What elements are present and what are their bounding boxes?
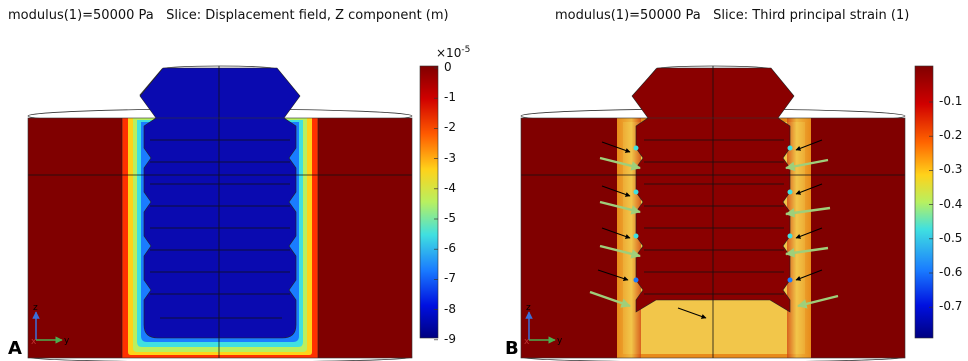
panel-a-letter: A [8,338,22,359]
colorbar-tick-label: -0.7 [939,299,963,314]
axis-b-z-label: z [526,303,531,313]
axis-a-y-label: y [64,336,70,346]
colorbar-tick-label: -6 [444,241,456,256]
strain-hotspots [633,145,793,283]
axis-triad-a: z y x [31,303,70,347]
colorbar-tick-label: -9 [444,331,456,346]
axis-a-x-label: x [31,337,37,347]
colorbar-tick-label: -0.3 [939,162,963,177]
colorbar-tick-label: -5 [444,211,456,225]
panel-b-model [520,65,906,361]
axis-b-x-label: x [524,337,530,347]
colorbar-tick-label: -0.4 [939,196,963,211]
colorbar-tick-label: -3 [444,150,456,165]
colorbar-tick-label: -0.5 [939,230,963,245]
colorbar-a-exponent: ×10-5 [436,45,471,60]
axis-triad-b: z y x [524,303,563,347]
colorbar-tick-label: -1 [444,90,456,105]
panel-a-model [27,65,413,361]
bottle-body-displacement [139,67,301,339]
colorbar-tick-label: -0.6 [939,265,963,279]
colorbar-a [419,65,439,341]
colorbar-tick-label: -0.1 [939,94,963,108]
colorbar-tick-label: -4 [444,180,456,195]
colorbar-tick-label: -0.2 [939,128,963,143]
panel-b-letter: B [505,338,519,359]
colorbar-tick-label: 0 [444,60,452,74]
colorbar-tick-label: -2 [444,120,456,135]
colorbar-b [914,65,934,339]
green-strain-arrows [589,156,839,309]
colorbar-tick-label: -8 [444,301,456,316]
black-strain-arrows [597,139,823,319]
colorbar-tick-label: -7 [444,271,456,286]
panel-b-title: modulus(1)=50000 Pa Slice: Third princip… [555,8,910,23]
panel-a-title: modulus(1)=50000 Pa Slice: Displacement … [8,8,449,23]
axis-a-z-label: z [33,303,38,313]
bottle-ribs [150,139,290,319]
axis-b-y-label: y [557,336,563,346]
